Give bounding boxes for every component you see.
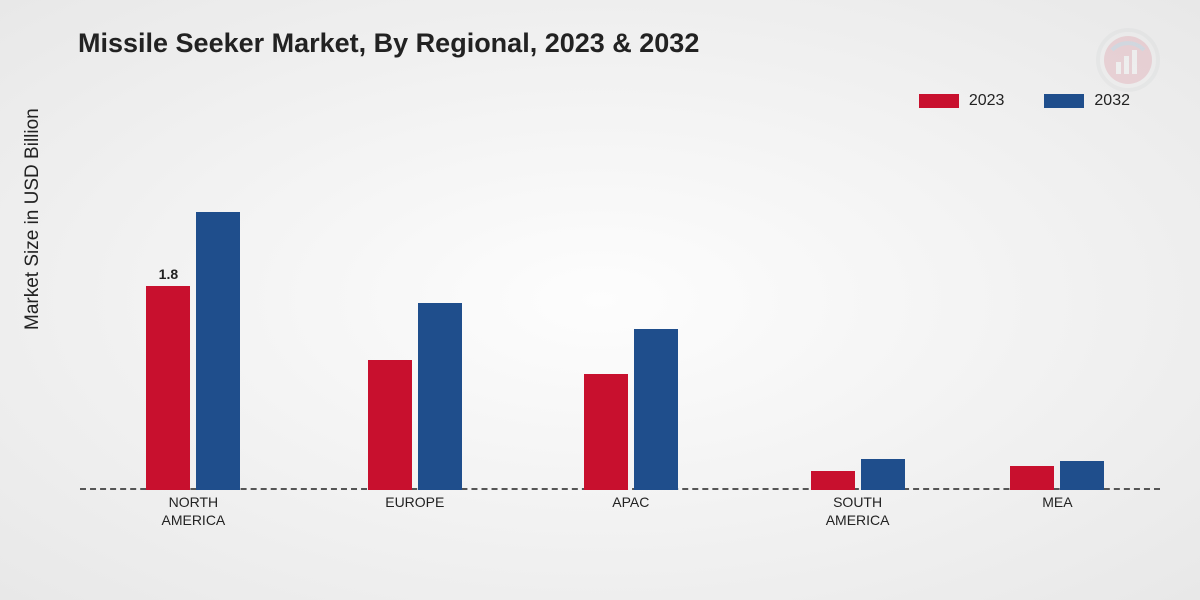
bar-group: 1.8: [146, 150, 240, 490]
bar-group: [1010, 150, 1104, 490]
bar-value-label: 1.8: [159, 266, 178, 286]
legend: 2023 2032: [919, 92, 1130, 110]
x-tick-label: SOUTHAMERICA: [793, 494, 923, 529]
legend-label-2023: 2023: [969, 92, 1005, 110]
bar-2023: 1.8: [146, 286, 190, 490]
bar-group: [368, 150, 462, 490]
watermark-logo: [1096, 28, 1160, 92]
x-tick-label: MEA: [992, 494, 1122, 512]
legend-swatch-2032: [1044, 94, 1084, 108]
bar-2032: [1060, 461, 1104, 490]
legend-item-2032: 2032: [1044, 92, 1130, 110]
bar-group: [811, 150, 905, 490]
bar-2023: [368, 360, 412, 490]
bar-2032: [861, 459, 905, 490]
x-tick-label: APAC: [566, 494, 696, 512]
legend-label-2032: 2032: [1094, 92, 1130, 110]
legend-item-2023: 2023: [919, 92, 1005, 110]
y-axis-label: Market Size in USD Billion: [22, 108, 44, 330]
bar-2032: [418, 303, 462, 490]
x-tick-label: EUROPE: [350, 494, 480, 512]
bar-group: [584, 150, 678, 490]
bar-2023: [584, 374, 628, 490]
bar-2032: [634, 329, 678, 490]
x-axis-labels: NORTHAMERICA EUROPE APAC SOUTHAMERICA MEA: [80, 494, 1160, 544]
x-tick-label: NORTHAMERICA: [128, 494, 258, 529]
bar-2023: [1010, 466, 1054, 490]
legend-swatch-2023: [919, 94, 959, 108]
chart-title: Missile Seeker Market, By Regional, 2023…: [78, 28, 699, 59]
plot-area: 1.8: [80, 150, 1160, 490]
bar-2023: [811, 471, 855, 490]
bar-2032: [196, 212, 240, 490]
